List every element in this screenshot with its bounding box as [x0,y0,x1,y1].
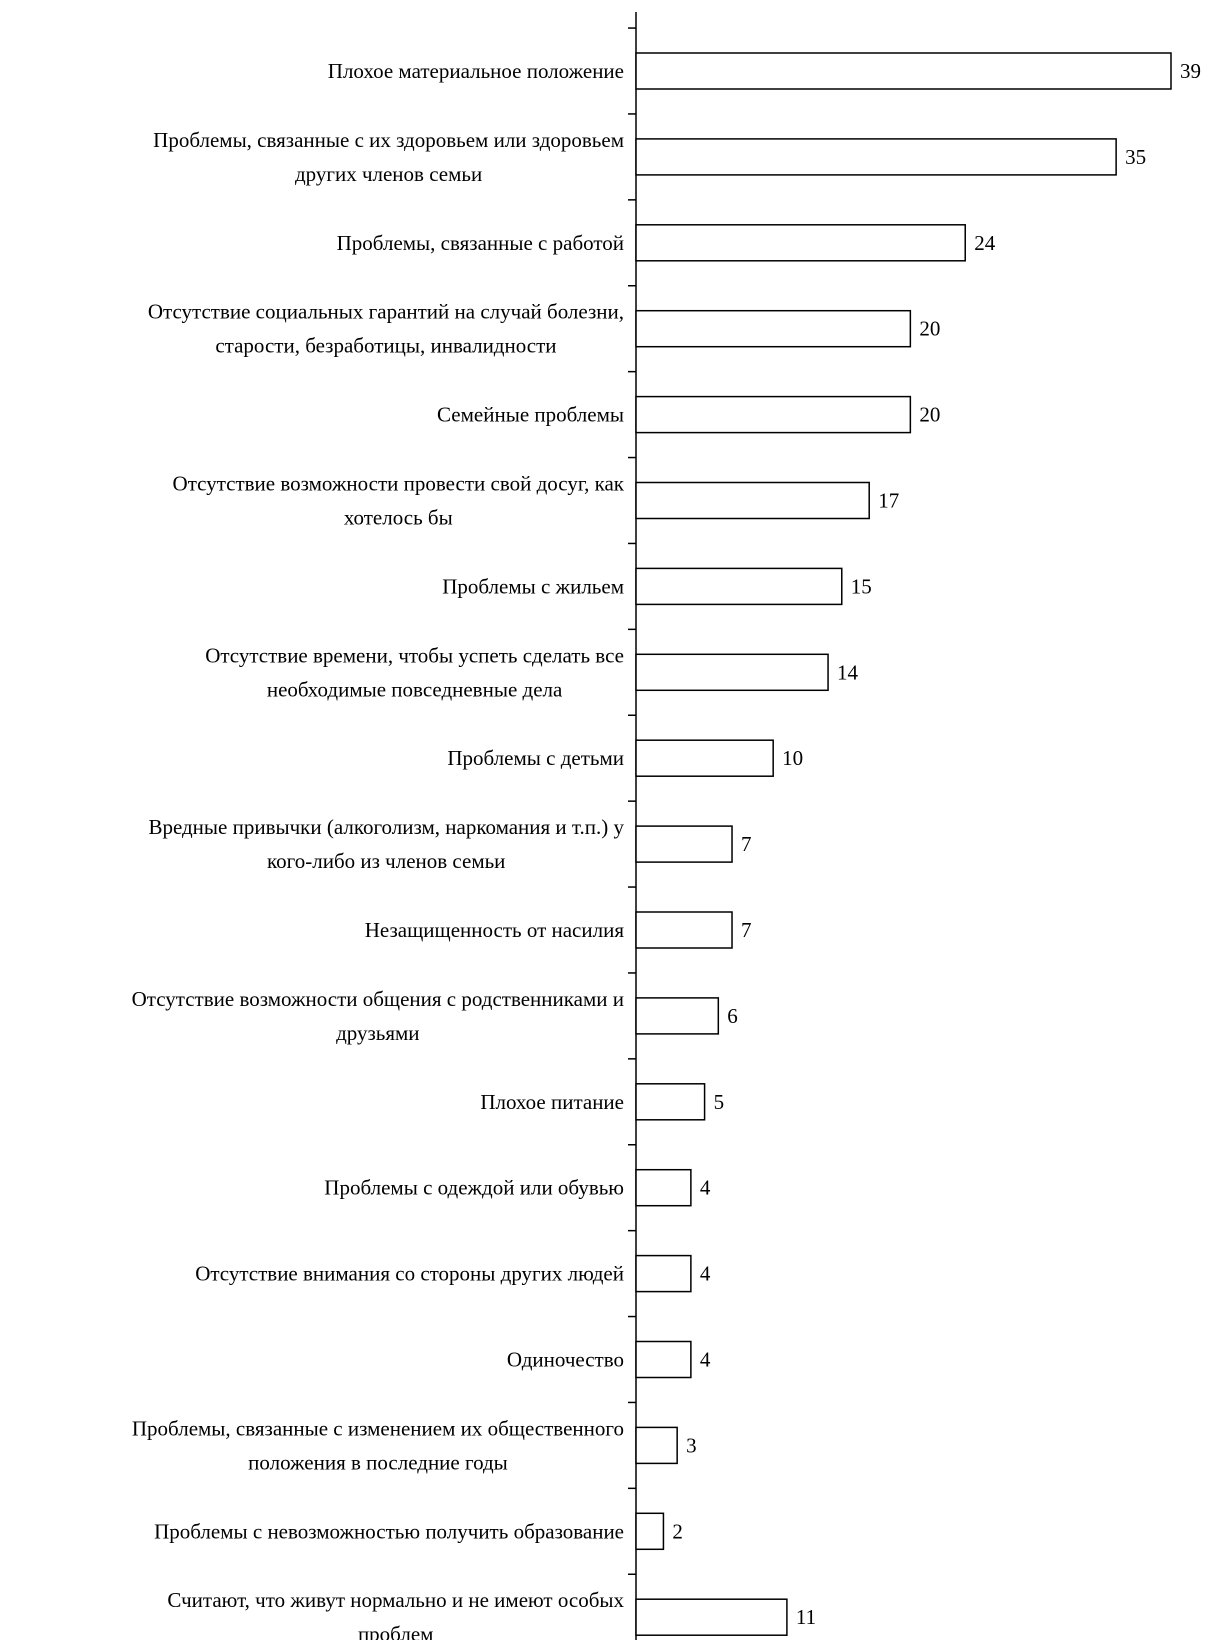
category-label: Проблемы с жильем [442,574,624,598]
bar [635,481,870,520]
category-label: Вредные привычки (алкоголизм, наркомания… [148,815,624,873]
category-label-line: Отсутствие возможности провести свой дос… [173,472,625,496]
category-label-line: необходимые повседневные дела [267,677,563,701]
category-label: Отсутствие возможности общения с родстве… [132,987,624,1045]
category-label-line: Проблемы, связанные с их здоровьем или з… [153,128,624,152]
category-label-line: проблем [358,1622,434,1640]
category-label: Одиночество [507,1348,624,1372]
category-label-line: Отсутствие социальных гарантий на случай… [148,300,624,324]
category-label: Проблемы с невозможностью получить образ… [154,1519,624,1543]
bar [635,653,829,692]
bar [635,825,733,863]
category-label-line: других членов семьи [295,162,482,186]
category-label: Отсутствие социальных гарантий на случай… [148,300,624,358]
category-label-line: хотелось бы [344,506,453,530]
bar [635,224,966,262]
category-label: Плохое материальное положение [328,59,624,83]
data-label: 17 [878,489,899,513]
data-label: 2 [672,1519,683,1543]
category-label-line: Незащищенность от насилия [365,918,625,942]
category-label-line: Проблемы с детьми [447,746,624,770]
bar [635,138,1117,176]
category-label-line: Отсутствие внимания со стороны других лю… [195,1262,624,1286]
category-label-line: Отсутствие возможности общения с родстве… [132,987,624,1011]
category-label-line: Отсутствие времени, чтобы успеть сделать… [205,643,624,667]
category-label: Семейные проблемы [437,403,624,427]
category-label: Отсутствие внимания со стороны других лю… [195,1262,624,1286]
category-label-line: Плохое материальное положение [328,59,624,83]
category-label: Плохое питание [480,1090,624,1114]
category-label-line: старости, безработицы, инвалидности [215,334,556,358]
data-label: 20 [919,317,940,341]
bar [635,739,774,777]
data-label: 35 [1125,145,1146,169]
bar [635,395,912,434]
category-label-line: Семейные проблемы [437,403,624,427]
data-label: 3 [686,1433,697,1457]
data-label: 7 [741,832,752,856]
data-label: 24 [974,231,996,255]
category-label: Проблемы, связанные с их здоровьем или з… [153,128,624,186]
data-label: 11 [796,1605,816,1629]
category-label-line: кого-либо из членов семьи [267,849,505,873]
bar [635,1512,665,1551]
category-label-line: друзьями [336,1021,419,1045]
bar [635,1340,692,1379]
category-label-line: Проблемы с невозможностью получить образ… [154,1519,624,1543]
bars-group [635,52,1172,1636]
category-label-line: Проблемы, связанные с изменением их обще… [132,1416,624,1440]
data-label: 20 [919,403,940,427]
data-label: 14 [837,660,859,684]
data-label: 39 [1180,59,1201,83]
category-label-line: Плохое питание [480,1090,624,1114]
data-label: 6 [727,1004,738,1028]
category-label: Считают, что живут нормально и не имеют … [167,1588,624,1640]
bar [635,1426,678,1465]
category-label: Проблемы с детьми [447,746,624,770]
bar [635,1254,692,1293]
data-label: 4 [700,1348,711,1372]
category-label-line: Проблемы с одеждой или обувью [324,1176,624,1200]
data-label: 7 [741,918,752,942]
bar [635,911,733,949]
bar [635,567,843,606]
bar [635,52,1172,90]
category-label: Проблемы с одеждой или обувью [324,1176,624,1200]
bar [635,1083,706,1121]
bar [635,997,720,1035]
bar [635,309,912,348]
category-label-line: положения в последние годы [248,1450,508,1474]
data-label: 15 [851,574,872,598]
category-label-line: Вредные привычки (алкоголизм, наркомания… [148,815,624,839]
bar [635,1168,692,1207]
category-label-line: Проблемы, связанные с работой [337,231,624,255]
category-label: Проблемы, связанные с работой [337,231,624,255]
data-label: 4 [700,1176,711,1200]
category-label-line: Считают, что живут нормально и не имеют … [167,1588,624,1612]
bar [635,1598,788,1636]
data-label: 4 [700,1262,711,1286]
data-label: 10 [782,746,803,770]
category-label: Незащищенность от насилия [365,918,625,942]
category-label: Отсутствие возможности провести свой дос… [173,472,625,530]
category-label: Отсутствие времени, чтобы успеть сделать… [205,643,624,701]
category-label: Проблемы, связанные с изменением их обще… [132,1416,624,1474]
category-label-line: Проблемы с жильем [442,574,624,598]
category-label-line: Одиночество [507,1348,624,1372]
data-label: 5 [714,1090,725,1114]
axis-group [628,12,637,1640]
